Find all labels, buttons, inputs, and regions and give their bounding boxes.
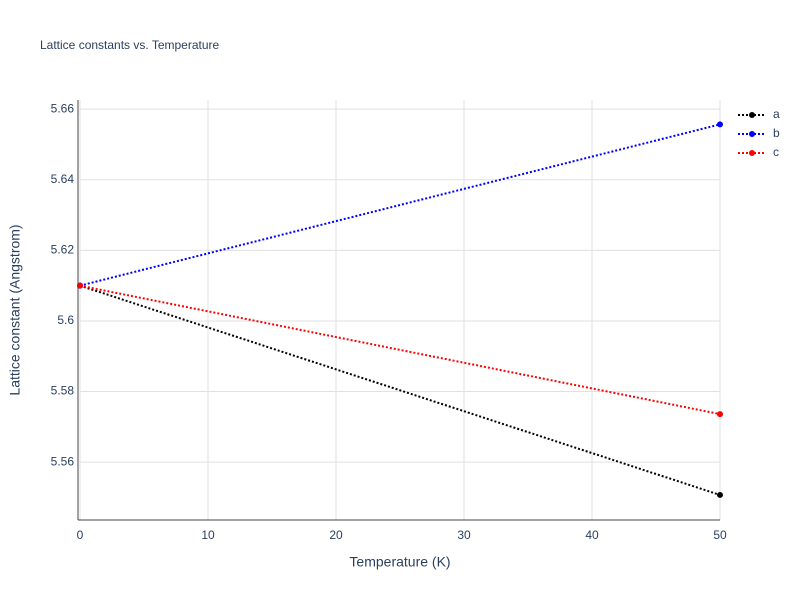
x-tick-label: 0 — [77, 528, 84, 542]
data-point — [717, 411, 723, 418]
legend-label: c — [773, 145, 779, 159]
legend-label: b — [773, 126, 780, 140]
x-axis-label: Temperature (K) — [349, 554, 450, 570]
x-tick-label: 30 — [457, 528, 471, 542]
series-line — [79, 284, 721, 496]
series-line — [79, 284, 721, 416]
data-point — [77, 282, 83, 289]
y-tick-label: 5.6 — [57, 313, 74, 327]
y-tick-label: 5.58 — [51, 384, 75, 398]
y-tick-label: 5.56 — [51, 454, 75, 468]
y-tick-label: 5.66 — [51, 101, 75, 115]
y-axis-label: Lattice constant (Angstrom) — [7, 224, 23, 395]
x-tick-label: 10 — [201, 528, 215, 542]
data-point — [717, 491, 723, 498]
x-tick-label: 40 — [585, 528, 599, 542]
chart-title: Lattice constants vs. Temperature — [40, 38, 220, 52]
data-point — [717, 121, 723, 128]
legend-marker — [749, 112, 755, 118]
x-tick-label: 50 — [713, 528, 727, 542]
y-tick-label: 5.64 — [51, 172, 75, 186]
legend-marker — [749, 150, 755, 156]
y-tick-label: 5.62 — [51, 243, 75, 257]
legend-marker — [749, 131, 755, 137]
legend-label: a — [773, 107, 780, 121]
series-line — [79, 123, 721, 287]
x-tick-label: 20 — [329, 528, 343, 542]
